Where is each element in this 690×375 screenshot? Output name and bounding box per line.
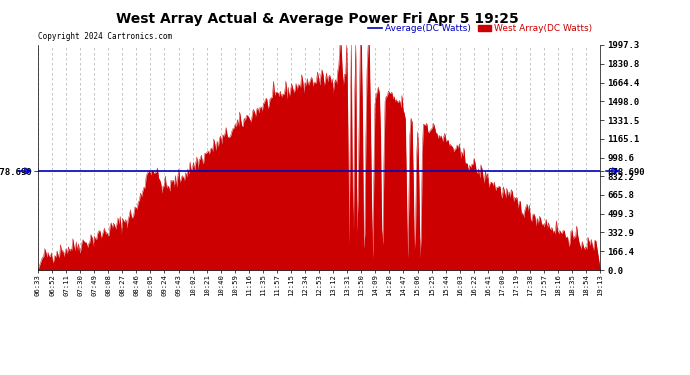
Text: West Array Actual & Average Power Fri Apr 5 19:25: West Array Actual & Average Power Fri Ap… [116,12,519,26]
Text: Copyright 2024 Cartronics.com: Copyright 2024 Cartronics.com [38,32,172,41]
Legend: Average(DC Watts), West Array(DC Watts): Average(DC Watts), West Array(DC Watts) [365,20,595,36]
